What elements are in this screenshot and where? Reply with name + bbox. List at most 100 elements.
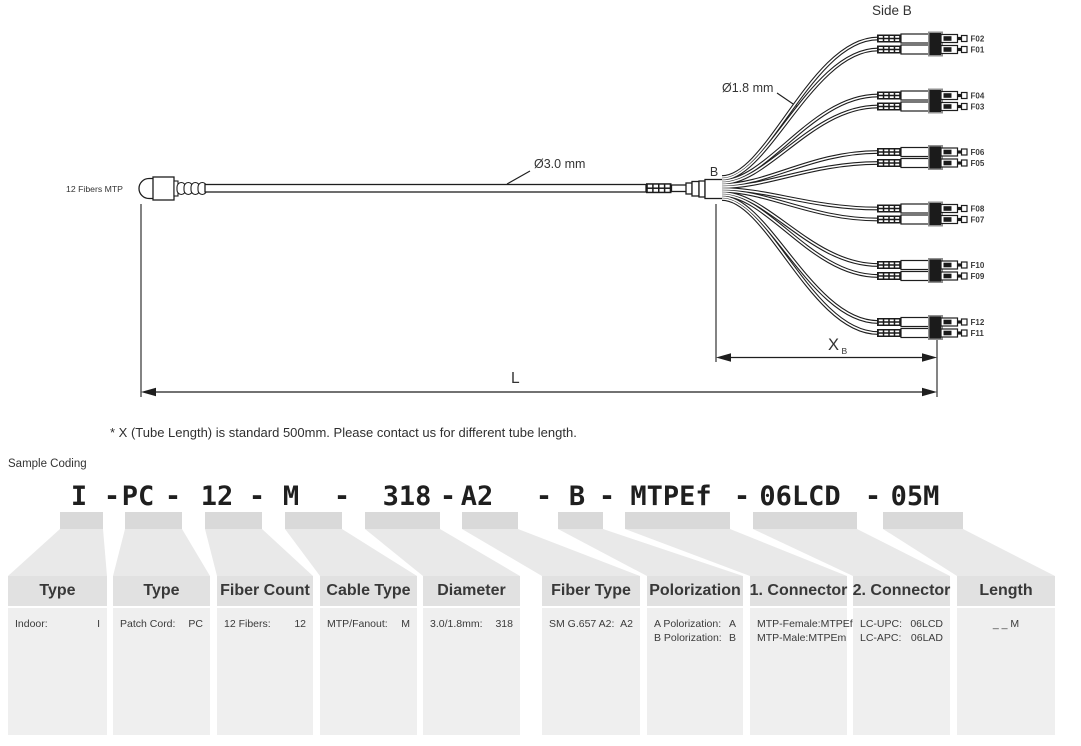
column-body: MTP/Fanout: M bbox=[320, 607, 417, 735]
code-separator: - bbox=[164, 481, 182, 512]
side-b-label: Side B bbox=[872, 3, 912, 18]
column-header: Type bbox=[113, 576, 210, 606]
code-definition-row: A Polorization: A bbox=[654, 617, 736, 631]
table-column: Length _ _ M bbox=[957, 576, 1055, 735]
code-box bbox=[883, 512, 963, 529]
definition-code: 318 bbox=[495, 617, 513, 630]
code-definition-row: LC-UPC: 06LCD bbox=[860, 617, 943, 631]
code-box bbox=[625, 512, 730, 529]
cable-diameter-label: Ø3.0 mm bbox=[534, 157, 585, 171]
column-header: Length bbox=[957, 576, 1055, 606]
code-segment: A2 bbox=[460, 481, 494, 512]
code-segment: I bbox=[70, 481, 88, 512]
definition-label: 12 Fibers: bbox=[224, 617, 271, 630]
breakout-body bbox=[670, 178, 724, 200]
table-column: 2. Connector LC-UPC: 06LCD LC-APC: 06LAD bbox=[853, 576, 950, 735]
code-definition-row: Patch Cord: PC bbox=[120, 617, 203, 631]
code-funnels bbox=[8, 512, 1055, 576]
code-definition-row: LC-APC: 06LAD bbox=[860, 631, 943, 645]
fanout-tubes bbox=[721, 36, 879, 335]
column-body: MTP-Female: MTPEf MTP-Male: MTPEm bbox=[750, 607, 853, 735]
column-header: Cable Type bbox=[320, 576, 417, 606]
code-funnel bbox=[558, 529, 743, 576]
table-column: Type Patch Cord: PC bbox=[113, 576, 210, 735]
code-box bbox=[285, 512, 342, 529]
tube-length-note: * X (Tube Length) is standard 500mm. Ple… bbox=[110, 425, 577, 440]
column-body: 12 Fibers: 12 bbox=[217, 607, 313, 735]
column-body: Indoor: I bbox=[8, 607, 107, 735]
code-separator: - bbox=[248, 481, 266, 512]
definition-code: 06LAD bbox=[910, 631, 943, 644]
definition-label: 3.0/1.8mm: bbox=[430, 617, 483, 630]
code-definition-row: MTP-Female: MTPEf bbox=[757, 617, 853, 631]
code-box bbox=[558, 512, 603, 529]
column-header: 1. Connector bbox=[750, 576, 847, 606]
code-separator: - bbox=[598, 481, 616, 512]
code-funnel bbox=[8, 529, 107, 576]
column-header: Fiber Count bbox=[217, 576, 313, 606]
cable-diameter-leader bbox=[506, 170, 531, 185]
definition-label: MTP/Fanout: bbox=[327, 617, 388, 630]
code-funnel bbox=[625, 529, 847, 576]
definition-label: MTP-Female: bbox=[757, 617, 821, 630]
code-segment: PC bbox=[121, 481, 155, 512]
code-segment: 12 bbox=[200, 481, 234, 512]
definition-code: MTPEm bbox=[808, 631, 847, 644]
code-segment: B bbox=[568, 481, 586, 512]
table-column: Diameter 3.0/1.8mm: 318 bbox=[423, 576, 520, 735]
column-body: LC-UPC: 06LCD LC-APC: 06LAD bbox=[853, 607, 950, 735]
code-definition-row: SM G.657 A2: A2 bbox=[549, 617, 633, 631]
definition-label: A Polorization: bbox=[654, 617, 722, 630]
definition-code: A bbox=[728, 617, 736, 630]
fiber-label: F11 bbox=[971, 329, 985, 338]
column-body: _ _ M bbox=[957, 607, 1055, 735]
code-box bbox=[753, 512, 857, 529]
fiber-label: F06 bbox=[971, 148, 985, 157]
table-column: 1. Connector MTP-Female: MTPEf MTP-Male: MTP… bbox=[750, 576, 853, 735]
definition-code: _ _ M bbox=[992, 617, 1020, 630]
fiber-label: F12 bbox=[971, 318, 985, 327]
definition-label: B Polorization: bbox=[654, 631, 722, 644]
code-funnel bbox=[462, 529, 640, 576]
table-column: Cable Type MTP/Fanout: M bbox=[320, 576, 417, 735]
code-separator: - bbox=[333, 481, 351, 512]
tube-length-label: X bbox=[828, 336, 839, 354]
code-funnel bbox=[365, 529, 520, 576]
code-separator: - bbox=[733, 481, 751, 512]
definition-label: LC-UPC: bbox=[860, 617, 903, 630]
code-segment: 05M bbox=[890, 481, 940, 512]
code-box bbox=[125, 512, 182, 529]
tube-length-dimension bbox=[716, 353, 937, 362]
code-definition-row: 3.0/1.8mm: 318 bbox=[430, 617, 513, 631]
table-column: Fiber Type SM G.657 A2: A2 bbox=[542, 576, 640, 735]
code-funnel bbox=[883, 529, 1055, 576]
definition-code: 12 bbox=[294, 617, 306, 630]
code-definition-row: 12 Fibers: 12 bbox=[224, 617, 306, 631]
tube-diameter-label: Ø1.8 mm bbox=[722, 81, 773, 95]
table-column: Polorization A Polorization: A B Polorizati… bbox=[647, 576, 743, 735]
definition-code: A2 bbox=[620, 617, 633, 630]
table-column: Fiber Count 12 Fibers: 12 bbox=[217, 576, 313, 735]
code-funnel bbox=[205, 529, 313, 576]
code-segment: 06LCD bbox=[759, 481, 841, 512]
fiber-label: F07 bbox=[971, 216, 985, 225]
definition-label: Patch Cord: bbox=[120, 617, 176, 630]
definition-code: I bbox=[97, 617, 100, 630]
code-separator: - bbox=[864, 481, 882, 512]
code-segment: M bbox=[282, 481, 300, 512]
length-dimension bbox=[141, 387, 937, 397]
fiber-label: F09 bbox=[971, 272, 985, 281]
code-funnel bbox=[285, 529, 417, 576]
breakout-point-label: B bbox=[710, 165, 718, 179]
definition-code: MTPEf bbox=[820, 617, 853, 630]
code-box bbox=[205, 512, 262, 529]
definition-code: M bbox=[401, 617, 410, 630]
code-definition-row: MTP/Fanout: M bbox=[327, 617, 410, 631]
code-box bbox=[365, 512, 440, 529]
definition-label: MTP-Male: bbox=[757, 631, 809, 644]
